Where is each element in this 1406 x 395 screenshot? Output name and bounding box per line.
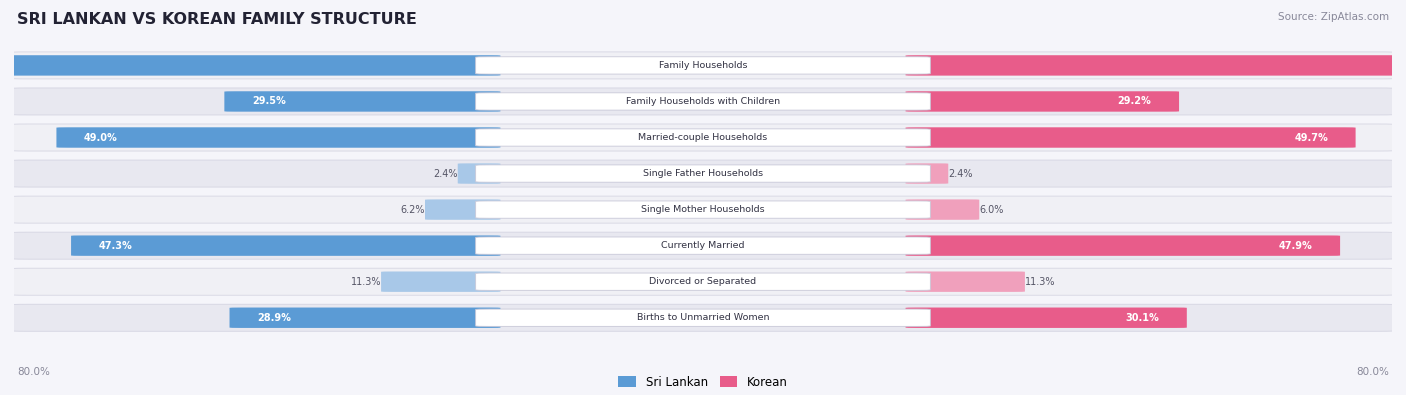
FancyBboxPatch shape	[458, 164, 501, 184]
Text: 29.5%: 29.5%	[252, 96, 285, 107]
FancyBboxPatch shape	[905, 199, 979, 220]
Text: 6.0%: 6.0%	[979, 205, 1004, 214]
Text: 80.0%: 80.0%	[17, 367, 49, 377]
Text: 30.1%: 30.1%	[1125, 313, 1160, 323]
Text: 2.4%: 2.4%	[433, 169, 458, 179]
FancyBboxPatch shape	[225, 91, 501, 112]
FancyBboxPatch shape	[475, 201, 931, 218]
Text: Divorced or Separated: Divorced or Separated	[650, 277, 756, 286]
FancyBboxPatch shape	[7, 232, 1399, 259]
FancyBboxPatch shape	[7, 124, 1399, 151]
FancyBboxPatch shape	[475, 273, 931, 290]
FancyBboxPatch shape	[7, 196, 1399, 223]
Legend: Sri Lankan, Korean: Sri Lankan, Korean	[614, 371, 792, 393]
FancyBboxPatch shape	[72, 235, 501, 256]
FancyBboxPatch shape	[475, 309, 931, 326]
FancyBboxPatch shape	[905, 127, 1355, 148]
Text: Single Mother Households: Single Mother Households	[641, 205, 765, 214]
FancyBboxPatch shape	[475, 237, 931, 254]
Text: 11.3%: 11.3%	[350, 276, 381, 287]
FancyBboxPatch shape	[0, 55, 501, 75]
FancyBboxPatch shape	[229, 308, 501, 328]
FancyBboxPatch shape	[56, 127, 501, 148]
Text: 49.0%: 49.0%	[84, 132, 118, 143]
FancyBboxPatch shape	[905, 55, 1406, 75]
Text: Single Father Households: Single Father Households	[643, 169, 763, 178]
Text: 29.2%: 29.2%	[1118, 96, 1152, 107]
Text: 2.4%: 2.4%	[948, 169, 973, 179]
FancyBboxPatch shape	[381, 271, 501, 292]
FancyBboxPatch shape	[475, 129, 931, 146]
FancyBboxPatch shape	[475, 57, 931, 74]
Text: 47.9%: 47.9%	[1279, 241, 1313, 251]
FancyBboxPatch shape	[425, 199, 501, 220]
FancyBboxPatch shape	[7, 268, 1399, 295]
FancyBboxPatch shape	[905, 271, 1025, 292]
Text: 6.2%: 6.2%	[401, 205, 425, 214]
FancyBboxPatch shape	[905, 308, 1187, 328]
Text: Family Households: Family Households	[659, 61, 747, 70]
Text: 47.3%: 47.3%	[98, 241, 132, 251]
FancyBboxPatch shape	[7, 160, 1399, 187]
FancyBboxPatch shape	[7, 52, 1399, 79]
Text: SRI LANKAN VS KOREAN FAMILY STRUCTURE: SRI LANKAN VS KOREAN FAMILY STRUCTURE	[17, 12, 416, 27]
FancyBboxPatch shape	[905, 91, 1180, 112]
FancyBboxPatch shape	[7, 88, 1399, 115]
Text: Births to Unmarried Women: Births to Unmarried Women	[637, 313, 769, 322]
FancyBboxPatch shape	[475, 93, 931, 110]
FancyBboxPatch shape	[905, 235, 1340, 256]
Text: 28.9%: 28.9%	[257, 313, 291, 323]
Text: Source: ZipAtlas.com: Source: ZipAtlas.com	[1278, 12, 1389, 22]
FancyBboxPatch shape	[475, 165, 931, 182]
Text: 49.7%: 49.7%	[1295, 132, 1329, 143]
Text: 80.0%: 80.0%	[1357, 367, 1389, 377]
FancyBboxPatch shape	[905, 164, 948, 184]
Text: Married-couple Households: Married-couple Households	[638, 133, 768, 142]
Text: Currently Married: Currently Married	[661, 241, 745, 250]
Text: Family Households with Children: Family Households with Children	[626, 97, 780, 106]
Text: 11.3%: 11.3%	[1025, 276, 1056, 287]
FancyBboxPatch shape	[7, 304, 1399, 331]
